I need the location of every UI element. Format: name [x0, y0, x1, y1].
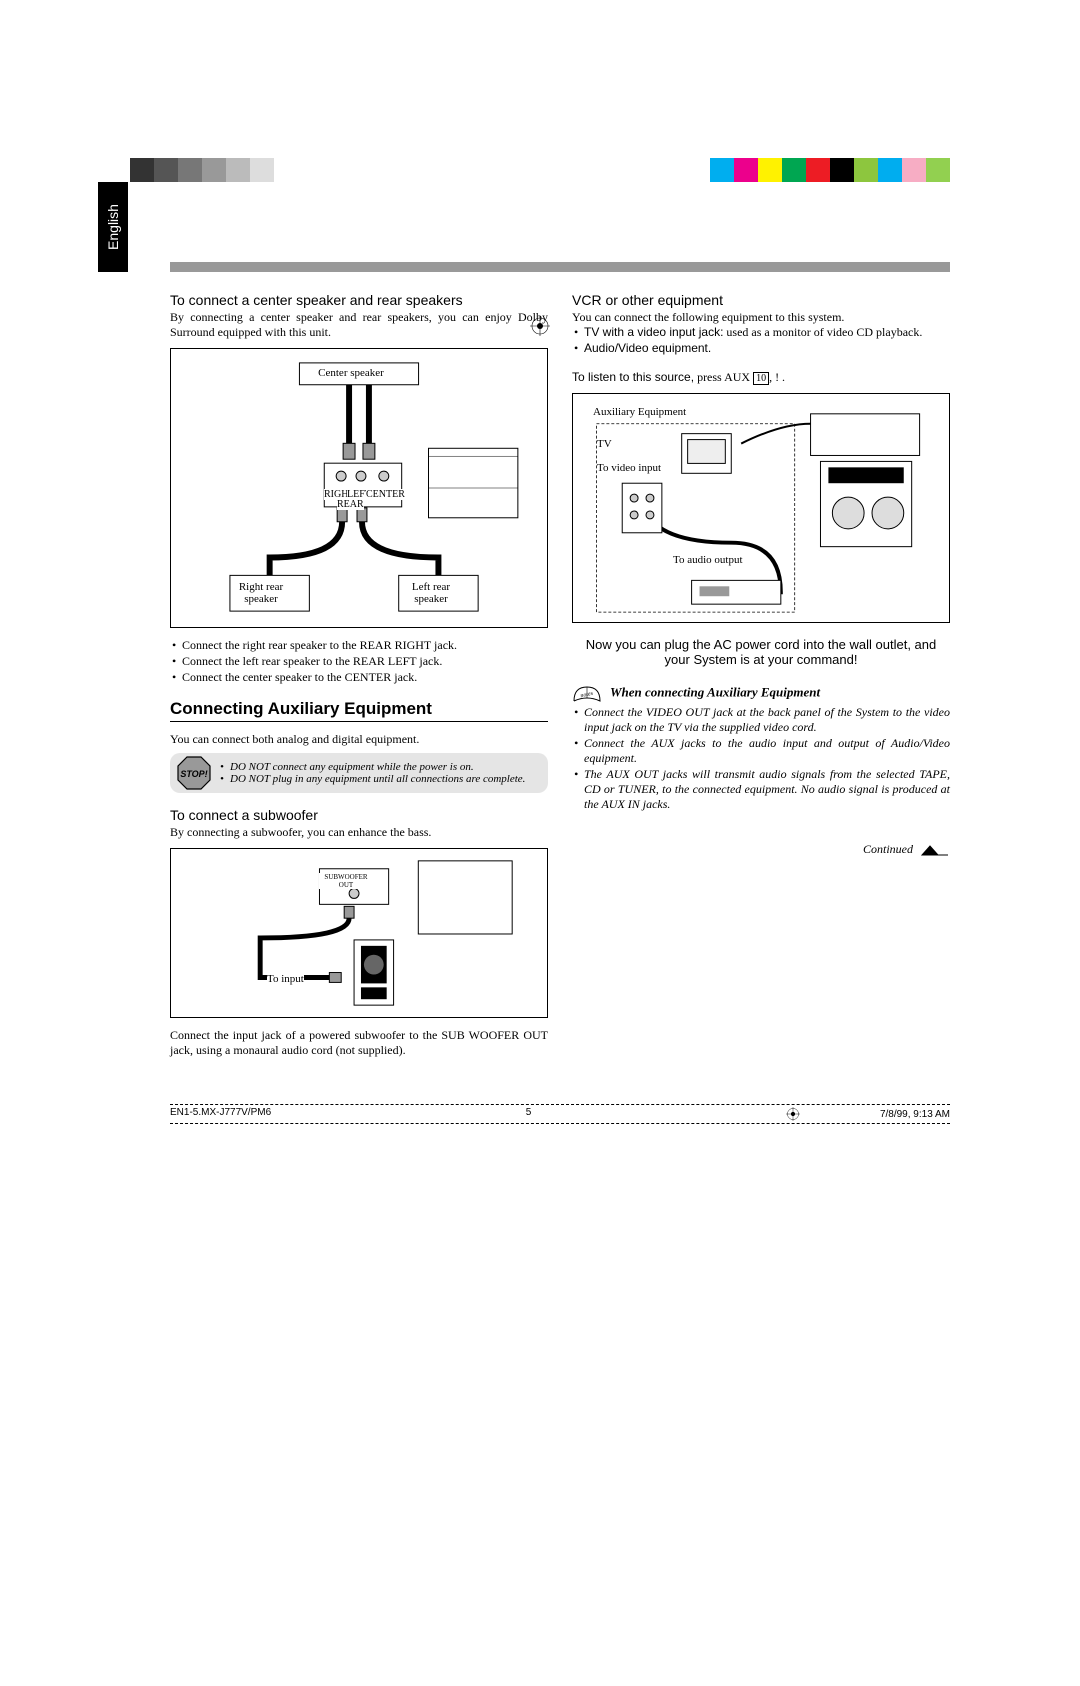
language-label: English — [105, 204, 121, 250]
notes-heading: When connecting Auxiliary Equipment — [610, 685, 820, 700]
footer-page: 5 — [526, 1107, 532, 1121]
stop-warning-box: STOP! DO NOT connect any equipment while… — [170, 753, 548, 793]
continued-marker: Continued — [572, 842, 950, 857]
paragraph-subwoofer: By connecting a subwoofer, you can enhan… — [170, 825, 548, 840]
diagram-subwoofer: SUBWOOFER OUT To input — [170, 848, 548, 1018]
footer: EN1-5.MX-J777V/PM6 5 7/8/99, 9:13 AM — [170, 1104, 950, 1124]
jack-center: CENTER — [366, 489, 405, 500]
left-rear-label: Left rear speaker — [401, 581, 461, 605]
notes-item: Connect the AUX jacks to the audio input… — [572, 736, 950, 766]
video-input-label: To video input — [597, 462, 661, 474]
speaker-diagram-svg — [171, 349, 547, 627]
heading-subwoofer: To connect a subwoofer — [170, 807, 548, 823]
to-input-label: To input — [267, 973, 304, 985]
header-rule — [170, 262, 950, 272]
stop-item: DO NOT connect any equipment while the p… — [220, 761, 538, 773]
notes-icon: notes — [572, 681, 602, 705]
calibration-bars — [0, 158, 1080, 182]
paragraph-subwoofer-connect: Connect the input jack of a powered subw… — [170, 1028, 548, 1058]
right-rear-label: Right rear speaker — [231, 581, 291, 605]
list-item: Connect the right rear speaker to the RE… — [170, 638, 548, 653]
footer-file: EN1-5.MX-J777V/PM6 — [170, 1107, 271, 1121]
right-column: VCR or other equipment You can connect t… — [572, 292, 950, 1064]
list-item: Connect the left rear speaker to the REA… — [170, 654, 548, 669]
aux-diagram-svg — [573, 394, 949, 622]
heading-aux-equipment: Connecting Auxiliary Equipment — [170, 699, 548, 719]
heading-connect-speakers: To connect a center speaker and rear spe… — [170, 292, 548, 308]
register-mark-bottom — [786, 1107, 800, 1121]
stop-icon: STOP! — [176, 755, 212, 791]
list-item: Connect the center speaker to the CENTER… — [170, 670, 548, 685]
notes-item: The AUX OUT jacks will transmit audio si… — [572, 767, 950, 812]
continued-icon — [920, 843, 950, 857]
footer-date: 7/8/99, 9:13 AM — [880, 1109, 950, 1120]
heading-rule — [170, 721, 548, 722]
center-speaker-label: Center speaker — [301, 367, 401, 379]
svg-text:STOP!: STOP! — [180, 769, 207, 779]
list-item: Audio/Video equipment. — [572, 341, 950, 356]
stop-item: DO NOT plug in any equipment until all c… — [220, 773, 538, 785]
notes-block: notes When connecting Auxiliary Equipmen… — [572, 681, 950, 705]
heading-vcr: VCR or other equipment — [572, 292, 950, 308]
vcr-equipment-list: TV with a video input jack: used as a mo… — [572, 325, 950, 356]
notes-list: Connect the VIDEO OUT jack at the back p… — [572, 705, 950, 812]
list-item: TV with a video input jack: used as a mo… — [572, 325, 950, 340]
paragraph-speakers: By connecting a center speaker and rear … — [170, 310, 548, 340]
speaker-connect-list: Connect the right rear speaker to the RE… — [170, 638, 548, 685]
paragraph-vcr: You can connect the following equipment … — [572, 310, 950, 325]
left-column: To connect a center speaker and rear spe… — [170, 292, 548, 1064]
aux-equipment-label: Auxiliary Equipment — [593, 406, 686, 418]
ac-power-notice: Now you can plug the AC power cord into … — [572, 637, 950, 667]
tv-label: TV — [597, 438, 612, 450]
listen-instruction: To listen to this source, press AUX 10, … — [572, 370, 950, 385]
language-tab: English — [98, 182, 128, 272]
jack-rear: REAR — [337, 499, 364, 510]
notes-item: Connect the VIDEO OUT jack at the back p… — [572, 705, 950, 735]
audio-output-label: To audio output — [673, 554, 743, 566]
paragraph-aux: You can connect both analog and digital … — [170, 732, 548, 747]
subwoofer-out-label: SUBWOOFER OUT — [319, 873, 373, 889]
diagram-aux-equipment: Auxiliary Equipment TV To video input To… — [572, 393, 950, 623]
diagram-speakers: Center speaker RIGHT LEFT CENTER REAR Ri… — [170, 348, 548, 628]
